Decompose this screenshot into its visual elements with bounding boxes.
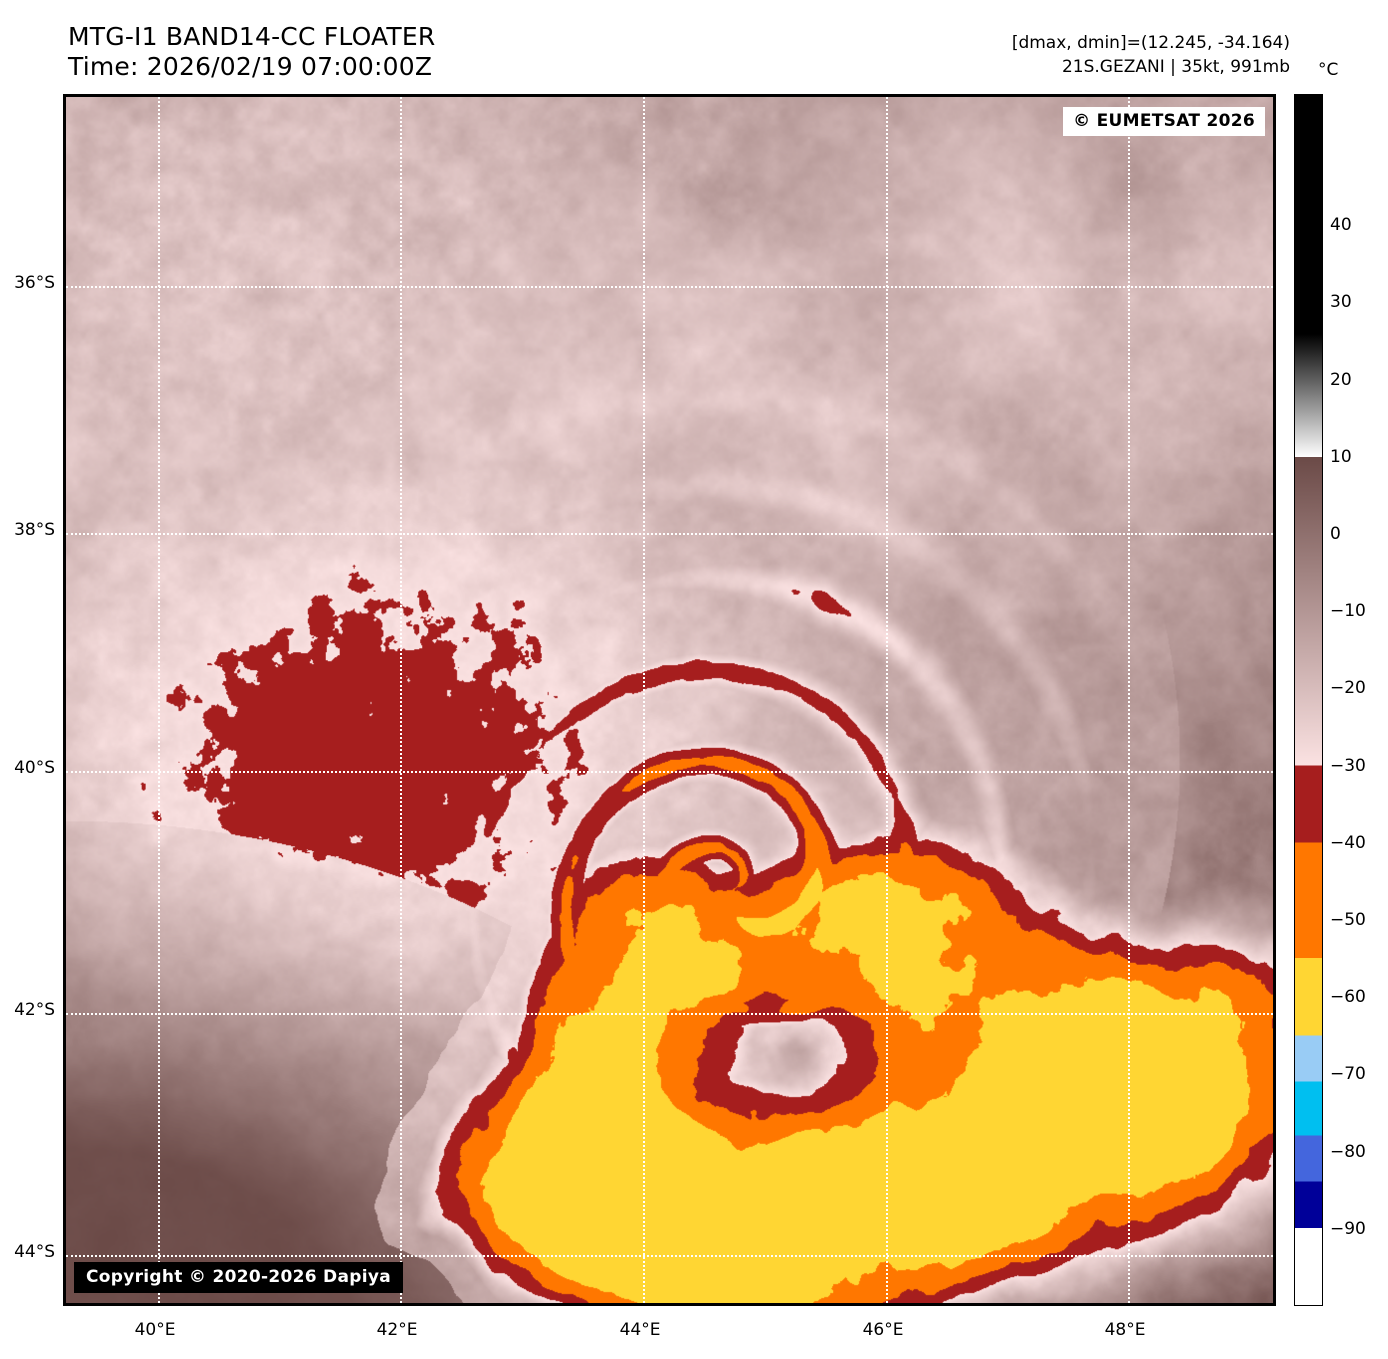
colorbar-unit-label: °C — [1318, 60, 1339, 80]
longitude-tick: 46°E — [862, 1320, 904, 1340]
colorbar-tick: −30 — [1330, 755, 1366, 776]
longitude-tick: 40°E — [134, 1320, 176, 1340]
longitude-tick: 42°E — [376, 1320, 418, 1340]
longitude-tick: 44°E — [619, 1320, 661, 1340]
colorbar-tick: 0 — [1330, 524, 1341, 545]
colorbar-tick: −10 — [1330, 601, 1366, 622]
eumetsat-credit-badge: © EUMETSAT 2026 — [1063, 107, 1265, 136]
colorbar-tick: −50 — [1330, 910, 1366, 930]
colorbar-gradient — [1295, 95, 1322, 1305]
colorbar-tick: 40 — [1330, 215, 1352, 236]
storm-info-label: 21S.GEZANI | 35kt, 991mb — [1061, 57, 1290, 77]
colorbar-tick: −80 — [1330, 1141, 1366, 1162]
colorbar-tick: −20 — [1330, 678, 1366, 699]
latitude-tick: 40°S — [14, 758, 55, 778]
colorbar-tick: −60 — [1330, 987, 1366, 1008]
data-range-label: [dmax, dmin]=(12.245, -34.164) — [1011, 33, 1290, 53]
latitude-tick: 42°S — [14, 1000, 55, 1020]
satellite-imagery-canvas — [66, 97, 1273, 1303]
timestamp-label: Time: 2026/02/19 07:00:00Z — [68, 52, 433, 81]
colorbar-tick: −40 — [1330, 832, 1366, 853]
latitude-tick: 36°S — [14, 273, 55, 293]
page-title: MTG-I1 BAND14-CC FLOATER — [68, 22, 436, 51]
colorbar-tick: 10 — [1330, 446, 1352, 467]
dapiya-copyright-badge: Copyright © 2020-2026 Dapiya — [74, 1262, 403, 1293]
colorbar-tick: −70 — [1330, 1064, 1366, 1085]
longitude-tick: 48°E — [1104, 1320, 1146, 1340]
temperature-colorbar[interactable] — [1294, 94, 1323, 1306]
latitude-tick: 38°S — [14, 520, 55, 540]
satellite-image-panel[interactable]: © EUMETSAT 2026 Copyright © 2020-2026 Da… — [63, 94, 1276, 1306]
colorbar-tick: 30 — [1330, 292, 1352, 313]
colorbar-tick: −90 — [1330, 1218, 1366, 1239]
latitude-tick: 44°S — [14, 1242, 55, 1262]
colorbar-tick: 20 — [1330, 369, 1352, 390]
